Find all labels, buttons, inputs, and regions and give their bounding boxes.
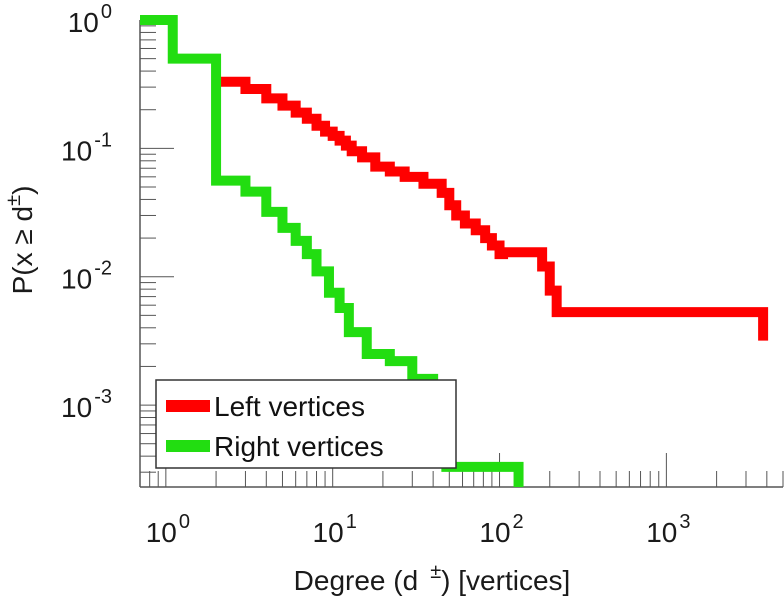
legend-label-right-vertices: Right vertices [214,431,384,462]
x-tick-label: 10 2 [479,511,523,548]
x-tick-label: 10 0 [146,511,190,548]
axes [139,20,783,488]
y-tick-label: 10 -2 [61,258,112,295]
minor-tick-layer [139,19,784,487]
x-tick-label: 10 1 [313,511,357,548]
y-axis-label: P(x ≥ d±) [3,186,38,295]
series-line-left-vertices [216,76,769,341]
x-tick-label: 10 3 [646,511,690,548]
y-tick-label: 10 -3 [61,386,112,423]
legend-label-left-vertices: Left vertices [214,391,365,422]
y-tick-label: 10 0 [68,1,112,38]
x-axis-label: Degree (d ±) [vertices] [294,561,571,596]
tick-labels: 10 0 10 1 10 2 10 3 10 0 10 -1 10 -2 10 -3 [61,1,690,548]
legend: Left vertices Right vertices [155,379,457,469]
y-tick-label: 10 -1 [61,129,112,166]
legend-box [155,379,457,469]
